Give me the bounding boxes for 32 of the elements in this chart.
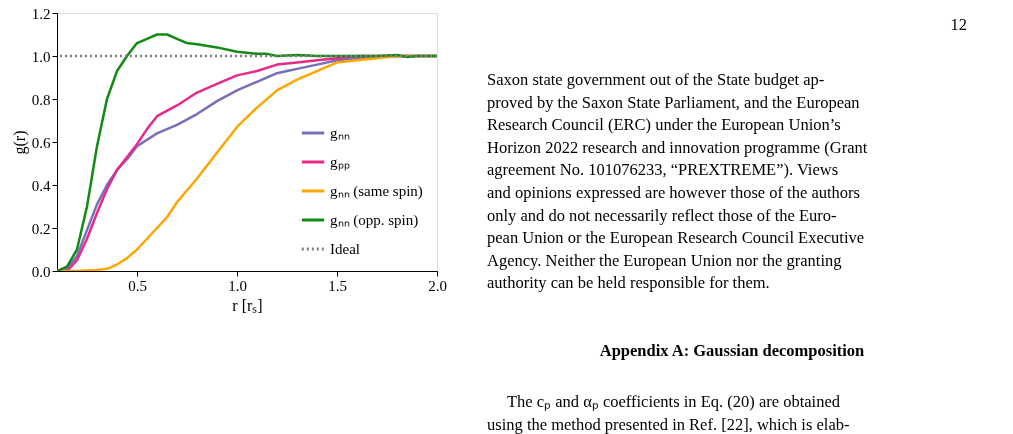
text: agreement No. 101076233, “PREXTREME”). Views (487, 160, 839, 180)
legend-label: gₙₙ (same spin) (330, 183, 423, 200)
y-tick-label: 0.0 (31, 263, 51, 280)
text: Horizon 2022 research and innovation programme (Grant (487, 137, 868, 157)
y-tick-label: 1.0 (31, 48, 51, 65)
text: Appendix A: Gaussian decomposition (599, 341, 865, 360)
y-tick-label: 0.6 (31, 134, 51, 151)
text: Saxon state government out of the State budget ap- (487, 70, 825, 89)
x-tick-label: 1.5 (328, 277, 347, 294)
x-tick-label: 0.5 (128, 277, 147, 294)
text: and opinions expressed are however those of the authors (487, 183, 860, 202)
x-axis-title: r [rₛ] (232, 296, 263, 314)
legend-label: gₙₙ (330, 125, 350, 141)
text: authority can be held responsible for them. (487, 273, 770, 293)
y-tick-label: 0.8 (31, 91, 51, 108)
x-tick-label: 1.0 (228, 277, 247, 294)
text: using the method presented in Ref. [22], which is elab- (487, 414, 850, 434)
y-axis-title: g(r) (10, 130, 29, 155)
y-tick-label: 1.2 (31, 5, 51, 22)
text: The cₚ and αₚ coefficients in Eq. (20) are obtained (507, 392, 841, 411)
text: only and do not necessarily reflect those of the Euro- (487, 205, 837, 225)
y-tick-label: 0.2 (31, 220, 51, 237)
legend-label: gₚₚ (330, 154, 350, 171)
text: Research Council (ERC) under the European Union’s (487, 115, 841, 135)
text: Agency. Neither the European Union nor the granting (487, 250, 842, 270)
text: pean Union or the European Research Council Executive (487, 228, 865, 248)
legend-label: Ideal (330, 241, 360, 257)
legend-label: gₙₙ (opp. spin) (330, 212, 419, 229)
text: 12 (950, 15, 967, 34)
x-tick-label: 2.0 (428, 277, 447, 294)
text: proved by the Saxon State Parliament, and the European (487, 92, 860, 112)
y-tick-label: 0.4 (31, 177, 51, 194)
